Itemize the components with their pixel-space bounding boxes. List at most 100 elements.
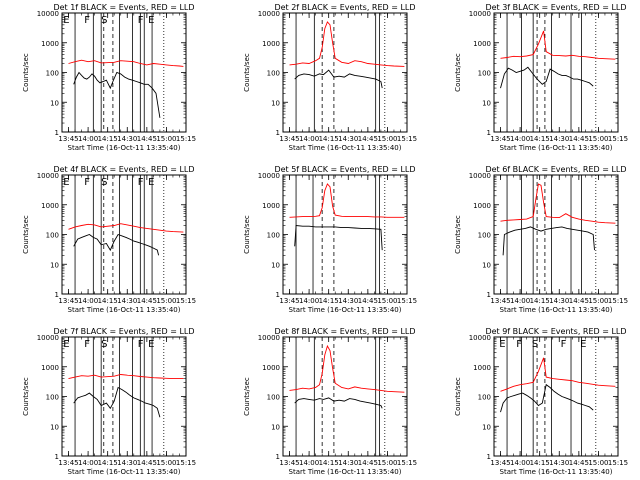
region-label: F xyxy=(84,177,90,188)
y-tick-label: 10000 xyxy=(37,172,59,180)
series-line-events xyxy=(294,397,383,409)
series-line-events xyxy=(294,69,383,89)
x-tick-label: 14:45 xyxy=(358,459,378,467)
series-line-events xyxy=(73,233,160,256)
x-tick-label: 13:45 xyxy=(279,297,299,305)
y-axis-label: Counts/sec xyxy=(22,215,30,254)
series-line-events xyxy=(73,386,161,418)
x-tick-label: 15:15 xyxy=(397,135,417,143)
y-tick-label: 1000 xyxy=(473,364,491,372)
plot-area xyxy=(289,337,405,456)
x-tick-label: 15:15 xyxy=(397,459,417,467)
x-axis-label: Start Time (16-Oct-11 13:35:40) xyxy=(289,144,402,152)
y-tick-label: 1 xyxy=(55,129,59,137)
x-axis-label: Start Time (16-Oct-11 13:35:40) xyxy=(68,306,181,314)
series-line-events xyxy=(502,226,595,256)
x-tick-label: 15:00 xyxy=(156,297,176,305)
x-tick-label: 14:00 xyxy=(510,459,530,467)
y-tick-label: 1000 xyxy=(473,40,491,48)
series-line-lld xyxy=(500,183,616,224)
series-line-lld xyxy=(289,344,405,393)
x-tick-label: 14:45 xyxy=(569,297,589,305)
y-tick-label: 10 xyxy=(482,261,491,269)
series-line-lld xyxy=(68,59,184,67)
region-label: E xyxy=(580,339,586,350)
series-line-lld xyxy=(68,374,184,380)
panel-det-2: Det 2f BLACK = Events, RED = LLD 1 10 100 10… xyxy=(243,3,417,152)
x-tick-label: 14:00 xyxy=(78,135,98,143)
region-label: E xyxy=(499,339,505,350)
plot-area xyxy=(500,337,616,456)
y-tick-label: 100 xyxy=(267,232,280,240)
region-label: E xyxy=(63,339,69,350)
plot-frame xyxy=(493,336,619,457)
x-tick-label: 14:00 xyxy=(78,297,98,305)
x-tick-label: 15:15 xyxy=(397,297,417,305)
x-tick-label: 14:15 xyxy=(530,297,550,305)
panel-title: Det 4f BLACK = Events, RED = LLD xyxy=(53,165,194,174)
plot-frame xyxy=(493,174,619,295)
region-label: F xyxy=(561,339,567,350)
y-tick-label: 100 xyxy=(478,394,491,402)
y-tick-label: 10000 xyxy=(469,172,491,180)
series-line-events xyxy=(500,383,594,413)
y-tick-label: 100 xyxy=(46,394,59,402)
x-tick-label: 14:15 xyxy=(98,135,118,143)
x-tick-label: 15:00 xyxy=(377,459,397,467)
x-tick-label: 14:45 xyxy=(137,135,157,143)
x-tick-label: 13:45 xyxy=(58,459,78,467)
x-tick-label: 15:15 xyxy=(608,297,628,305)
x-tick-label: 15:15 xyxy=(176,459,196,467)
region-label: E xyxy=(148,339,154,350)
y-tick-label: 100 xyxy=(267,70,280,78)
y-tick-label: 10 xyxy=(482,99,491,107)
y-axis-label: Counts/sec xyxy=(454,377,462,416)
panel-title: Det 2f BLACK = Events, RED = LLD xyxy=(274,3,415,12)
y-tick-label: 1 xyxy=(487,453,491,461)
plot-area xyxy=(289,175,405,294)
y-axis-label: Counts/sec xyxy=(243,215,251,254)
y-tick-label: 10000 xyxy=(37,10,59,18)
y-axis-label: Counts/sec xyxy=(22,377,30,416)
x-tick-label: 14:00 xyxy=(299,135,319,143)
x-tick-label: 13:45 xyxy=(279,459,299,467)
x-tick-label: 13:45 xyxy=(490,459,510,467)
x-tick-label: 13:45 xyxy=(490,135,510,143)
panel-det-3: Det 3f BLACK = Events, RED = LLD 1 10 100 10… xyxy=(454,3,628,152)
x-axis-label: Start Time (16-Oct-11 13:35:40) xyxy=(68,144,181,152)
x-tick-label: 14:00 xyxy=(510,135,530,143)
y-tick-label: 10000 xyxy=(37,334,59,342)
x-tick-label: 14:30 xyxy=(338,297,358,305)
plot-area xyxy=(68,13,184,132)
y-tick-label: 1 xyxy=(487,291,491,299)
panel-det-5: Det 5f BLACK = Events, RED = LLD 1 10 100 10… xyxy=(243,165,417,314)
region-label: S xyxy=(532,339,538,350)
x-tick-label: 15:00 xyxy=(156,135,176,143)
y-tick-label: 1000 xyxy=(262,202,280,210)
y-tick-label: 1 xyxy=(487,129,491,137)
y-tick-label: 10 xyxy=(271,423,280,431)
x-tick-label: 14:15 xyxy=(530,459,550,467)
plot-frame xyxy=(61,174,187,295)
y-tick-label: 1 xyxy=(276,453,280,461)
x-tick-label: 13:45 xyxy=(490,297,510,305)
y-tick-label: 100 xyxy=(267,394,280,402)
y-tick-label: 10 xyxy=(271,99,280,107)
x-tick-label: 15:15 xyxy=(176,297,196,305)
region-label: S xyxy=(101,339,107,350)
panel-title: Det 8f BLACK = Events, RED = LLD xyxy=(274,327,415,336)
region-label: E xyxy=(63,177,69,188)
y-tick-label: 1000 xyxy=(41,40,59,48)
y-tick-label: 10000 xyxy=(258,334,280,342)
y-axis-label: Counts/sec xyxy=(243,377,251,416)
x-tick-label: 14:30 xyxy=(117,297,137,305)
series-line-events xyxy=(500,66,594,89)
panel-title: Det 3f BLACK = Events, RED = LLD xyxy=(485,3,626,12)
y-tick-label: 10 xyxy=(50,423,59,431)
x-tick-label: 14:30 xyxy=(338,459,358,467)
x-tick-label: 14:00 xyxy=(299,459,319,467)
x-axis-label: Start Time (16-Oct-11 13:35:40) xyxy=(500,468,613,476)
x-tick-label: 15:00 xyxy=(588,135,608,143)
